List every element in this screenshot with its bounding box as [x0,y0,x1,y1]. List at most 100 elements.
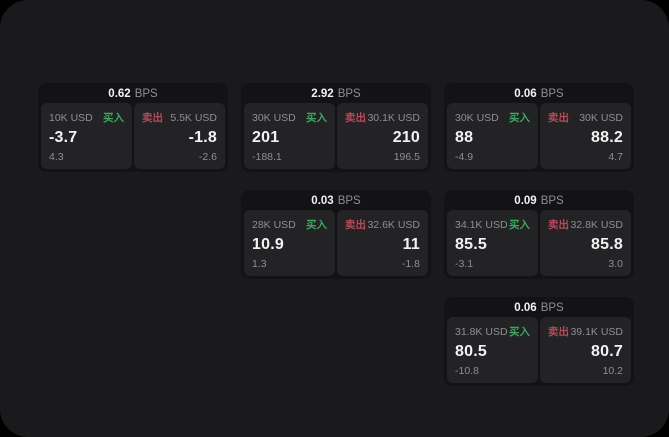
sell-size-label: 39.1K USD [570,325,623,338]
bps-header: 0.62 BPS [41,86,225,103]
quote-card: 0.06 BPS 31.8K USD 买入 80.5 -10.8 卖出 39.1… [444,297,634,386]
buy-delta: -10.8 [455,365,479,377]
bps-value: 0.62 [108,88,131,100]
buy-delta: -3.1 [455,258,474,270]
bps-unit-label: BPS [337,88,361,100]
sell-delta: 10.2 [602,365,623,377]
buy-panel[interactable]: 31.8K USD 买入 80.5 -10.8 [447,317,538,383]
sell-header-row: 卖出 5.5K USD [142,110,217,125]
buy-panel[interactable]: 30K USD 买入 88 -4.9 [447,103,538,169]
sell-tag: 卖出 [345,112,366,124]
sell-price: 88.2 [591,129,623,146]
quote-card: 0.03 BPS 28K USD 买入 10.9 1.3 卖出 32.6K US… [241,190,431,279]
buy-size-label: 10K USD [49,111,93,124]
sell-delta: -1.8 [401,258,420,270]
buy-delta: 4.3 [49,151,64,163]
buy-price: 85.5 [455,236,487,253]
bps-header: 0.06 BPS [447,300,631,317]
quote-panels: 30K USD 买入 201 -188.1 卖出 30.1K USD 210 1… [244,103,428,169]
bps-unit-label: BPS [540,195,564,207]
buy-size-label: 34.1K USD [455,218,508,231]
sell-header-row: 卖出 30K USD [548,110,623,125]
bps-unit-label: BPS [540,302,564,314]
quote-panels: 31.8K USD 买入 80.5 -10.8 卖出 39.1K USD 80.… [447,317,631,383]
sell-price: -1.8 [188,129,217,146]
buy-tag: 买入 [306,112,327,124]
quote-card: 0.62 BPS 10K USD 买入 -3.7 4.3 卖出 5.5K USD… [38,83,228,172]
quote-panels: 28K USD 买入 10.9 1.3 卖出 32.6K USD 11 -1.8 [244,210,428,276]
quote-card: 0.06 BPS 30K USD 买入 88 -4.9 卖出 30K USD 8… [444,83,634,172]
sell-price: 210 [392,129,420,146]
bps-value: 0.06 [514,88,537,100]
sell-panel[interactable]: 卖出 32.6K USD 11 -1.8 [337,210,428,276]
buy-delta: -4.9 [455,151,474,163]
sell-header-row: 卖出 30.1K USD [345,110,420,125]
buy-price: 80.5 [455,343,487,360]
sell-panel[interactable]: 卖出 39.1K USD 80.7 10.2 [540,317,631,383]
buy-header-row: 34.1K USD 买入 [455,217,530,232]
buy-tag: 买入 [306,219,327,231]
sell-tag: 卖出 [548,219,569,231]
bps-header: 0.09 BPS [447,193,631,210]
bps-unit-label: BPS [540,88,564,100]
buy-panel[interactable]: 28K USD 买入 10.9 1.3 [244,210,335,276]
sell-header-row: 卖出 32.6K USD [345,217,420,232]
sell-tag: 卖出 [548,112,569,124]
sell-size-label: 5.5K USD [170,111,217,124]
sell-header-row: 卖出 32.8K USD [548,217,623,232]
sell-size-label: 32.6K USD [367,218,420,231]
bps-value: 0.03 [311,195,334,207]
buy-price: 88 [455,129,474,146]
buy-header-row: 10K USD 买入 [49,110,124,125]
bps-header: 0.06 BPS [447,86,631,103]
sell-panel[interactable]: 卖出 5.5K USD -1.8 -2.6 [134,103,225,169]
buy-panel[interactable]: 34.1K USD 买入 85.5 -3.1 [447,210,538,276]
buy-size-label: 31.8K USD [455,325,508,338]
sell-size-label: 32.8K USD [570,218,623,231]
sell-delta: 3.0 [608,258,623,270]
sell-size-label: 30K USD [579,111,623,124]
bps-value: 2.92 [311,88,334,100]
bps-header: 0.03 BPS [244,193,428,210]
buy-size-label: 30K USD [252,111,296,124]
sell-tag: 卖出 [548,326,569,338]
buy-delta: -188.1 [252,151,282,163]
sell-price: 11 [402,236,420,253]
buy-tag: 买入 [103,112,124,124]
sell-tag: 卖出 [345,219,366,231]
buy-header-row: 28K USD 买入 [252,217,327,232]
quote-card: 0.09 BPS 34.1K USD 买入 85.5 -3.1 卖出 32.8K… [444,190,634,279]
sell-price: 80.7 [591,343,623,360]
bps-header: 2.92 BPS [244,86,428,103]
buy-header-row: 30K USD 买入 [252,110,327,125]
buy-tag: 买入 [509,219,530,231]
quote-panels: 10K USD 买入 -3.7 4.3 卖出 5.5K USD -1.8 -2.… [41,103,225,169]
bps-unit-label: BPS [337,195,361,207]
sell-tag: 卖出 [142,112,163,124]
buy-tag: 买入 [509,112,530,124]
quote-card: 2.92 BPS 30K USD 买入 201 -188.1 卖出 30.1K … [241,83,431,172]
buy-price: 10.9 [252,236,284,253]
buy-size-label: 30K USD [455,111,499,124]
buy-header-row: 31.8K USD 买入 [455,324,530,339]
buy-price: 201 [252,129,280,146]
sell-delta: 196.5 [393,151,420,163]
quote-panels: 30K USD 买入 88 -4.9 卖出 30K USD 88.2 4.7 [447,103,631,169]
buy-price: -3.7 [49,129,78,146]
buy-header-row: 30K USD 买入 [455,110,530,125]
sell-header-row: 卖出 39.1K USD [548,324,623,339]
quote-panels: 34.1K USD 买入 85.5 -3.1 卖出 32.8K USD 85.8… [447,210,631,276]
buy-panel[interactable]: 30K USD 买入 201 -188.1 [244,103,335,169]
buy-panel[interactable]: 10K USD 买入 -3.7 4.3 [41,103,132,169]
sell-panel[interactable]: 卖出 30K USD 88.2 4.7 [540,103,631,169]
sell-panel[interactable]: 卖出 32.8K USD 85.8 3.0 [540,210,631,276]
buy-delta: 1.3 [252,258,267,270]
sell-panel[interactable]: 卖出 30.1K USD 210 196.5 [337,103,428,169]
sell-delta: 4.7 [608,151,623,163]
bps-unit-label: BPS [134,88,158,100]
bps-value: 0.06 [514,302,537,314]
bps-value: 0.09 [514,195,537,207]
buy-tag: 买入 [509,326,530,338]
sell-size-label: 30.1K USD [367,111,420,124]
